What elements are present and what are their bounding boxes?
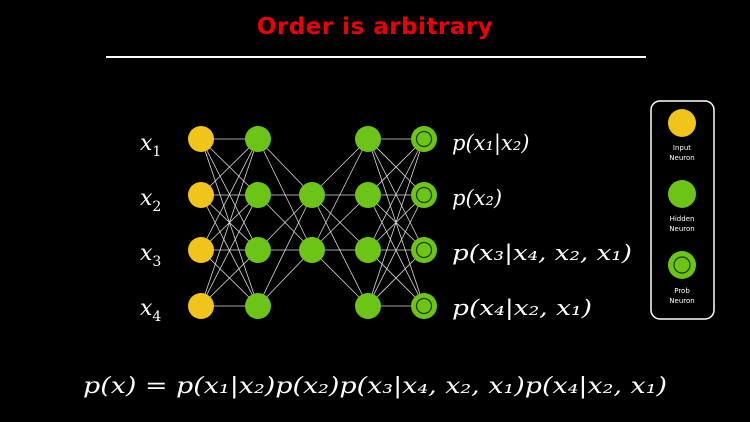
legend-hidden-neuron-icon xyxy=(668,180,696,208)
network-nodes xyxy=(188,126,437,319)
prob-neuron xyxy=(411,126,437,152)
network-edge xyxy=(367,249,425,307)
network-edge xyxy=(200,249,259,307)
network-edge xyxy=(367,194,425,307)
legend-prob-neuron-ring xyxy=(673,256,691,274)
legend-hidden-label-line1: Hidden xyxy=(670,215,695,223)
input-label-x3: x3 xyxy=(140,241,161,270)
hidden-neuron xyxy=(355,237,381,263)
hidden-neuron xyxy=(355,293,381,319)
legend-input-label-line2: Neuron xyxy=(669,154,694,162)
network-edge xyxy=(367,138,425,307)
legend-input-neuron-icon xyxy=(668,109,696,137)
network-edge xyxy=(200,138,259,307)
input-neuron xyxy=(188,182,214,208)
network-edge xyxy=(367,138,425,251)
output-label-p-x3-given-x4-x2-x1: p(x₃|x₄, x₂, x₁) xyxy=(452,241,632,266)
input-neuron xyxy=(188,293,214,319)
prob-neuron xyxy=(411,237,437,263)
network-edge xyxy=(311,249,369,307)
title-underline xyxy=(106,56,646,58)
hidden-neuron xyxy=(245,237,271,263)
output-labels: p(x₁|x₂) p(x₂) p(x₃|x₄, x₂, x₁) p(x₄|x₂,… xyxy=(452,131,632,321)
hidden-neuron xyxy=(245,126,271,152)
legend-prob-label-line1: Prob xyxy=(674,287,690,295)
joint-factorization-formula: p(x) = p(x₁|x₂)p(x₂)p(x₃|x₄, x₂, x₁)p(x₄… xyxy=(83,374,667,399)
hidden-neuron xyxy=(245,293,271,319)
prob-neuron xyxy=(411,293,437,319)
output-label-p-x4-given-x2-x1: p(x₄|x₂, x₁) xyxy=(452,296,592,321)
network-edge xyxy=(311,138,369,196)
prob-neuron xyxy=(411,182,437,208)
input-neuron xyxy=(188,126,214,152)
legend-prob-neuron-icon xyxy=(668,251,696,279)
network-edge xyxy=(311,194,369,307)
output-label-p-x1-given-x2: p(x₁|x₂) xyxy=(452,131,529,156)
input-label-x1: x1 xyxy=(140,131,161,160)
input-label-x4: x4 xyxy=(140,296,161,325)
legend-hidden-label-line2: Neuron xyxy=(669,225,694,233)
legend-prob-label-line2: Neuron xyxy=(669,297,694,305)
prob-neuron-ring xyxy=(415,186,433,204)
input-neuron xyxy=(188,237,214,263)
output-label-p-x2: p(x₂) xyxy=(452,186,502,210)
input-labels: x1 x2 x3 x4 xyxy=(140,131,161,325)
prob-neuron-ring xyxy=(415,130,433,148)
network-edge xyxy=(257,194,313,307)
network-edge xyxy=(200,138,259,196)
slide-title: Order is arbitrary xyxy=(256,14,494,40)
network-edge xyxy=(200,138,259,251)
network-edge xyxy=(311,194,369,251)
network-edges xyxy=(200,138,425,307)
network-edge xyxy=(311,138,369,251)
hidden-neuron xyxy=(355,126,381,152)
hidden-neuron xyxy=(299,237,325,263)
legend-input-label-line1: Input xyxy=(673,144,691,152)
input-label-x2: x2 xyxy=(140,186,161,215)
hidden-neuron xyxy=(355,182,381,208)
network-edge xyxy=(257,138,313,251)
hidden-neuron xyxy=(245,182,271,208)
legend-box xyxy=(650,100,715,320)
network-edge xyxy=(200,194,259,307)
legend: Input Neuron Hidden Neuron Prob Neuron xyxy=(650,100,715,320)
network-edge xyxy=(367,138,425,196)
prob-neuron-ring xyxy=(415,297,433,315)
hidden-neuron xyxy=(299,182,325,208)
prob-neuron-ring xyxy=(415,241,433,259)
